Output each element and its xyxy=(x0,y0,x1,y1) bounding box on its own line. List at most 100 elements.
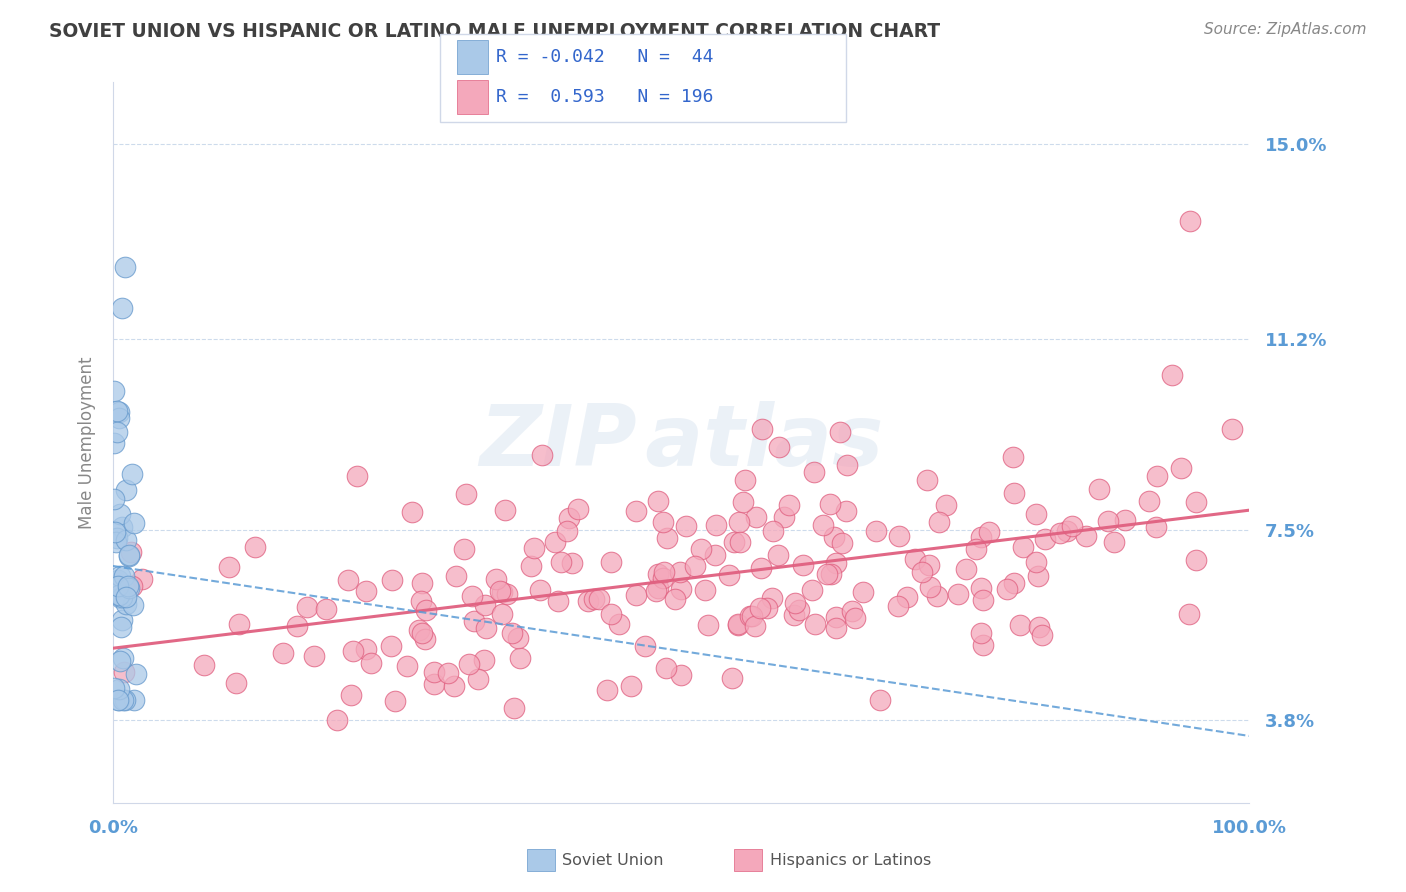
Point xyxy=(620,679,643,693)
Point xyxy=(193,658,215,673)
Point xyxy=(456,487,478,501)
Point xyxy=(508,632,530,646)
Point xyxy=(108,410,131,425)
Point xyxy=(105,425,128,440)
Point xyxy=(1088,483,1111,497)
Point xyxy=(624,503,647,517)
Point xyxy=(695,582,717,597)
Point xyxy=(935,498,957,512)
Point xyxy=(302,648,325,663)
Point xyxy=(411,626,433,640)
Point xyxy=(245,540,267,554)
Point xyxy=(703,549,725,563)
Point xyxy=(717,568,740,582)
Point xyxy=(415,603,437,617)
Point xyxy=(491,585,513,599)
Point xyxy=(599,607,621,621)
Point xyxy=(728,535,751,549)
Point xyxy=(121,579,143,593)
Point xyxy=(547,594,569,608)
Point xyxy=(1060,519,1083,533)
Point xyxy=(669,582,692,596)
Point xyxy=(778,498,800,512)
Point xyxy=(111,301,134,316)
Point xyxy=(107,573,129,587)
Point xyxy=(342,644,364,658)
Point xyxy=(761,591,783,606)
Text: Source: ZipAtlas.com: Source: ZipAtlas.com xyxy=(1204,22,1367,37)
Point xyxy=(904,551,927,566)
Point xyxy=(683,559,706,574)
Point xyxy=(1178,607,1201,621)
Point xyxy=(1033,533,1056,547)
Point xyxy=(647,567,669,582)
Point xyxy=(494,502,516,516)
Point xyxy=(841,604,863,618)
Point xyxy=(111,613,134,627)
Point xyxy=(783,596,806,610)
Point xyxy=(787,603,810,617)
Point xyxy=(744,619,766,633)
Point xyxy=(995,582,1018,596)
Point xyxy=(723,534,745,549)
Point xyxy=(337,573,360,587)
Point xyxy=(1002,486,1025,500)
Point xyxy=(408,624,430,638)
Point xyxy=(1220,422,1243,436)
Point xyxy=(218,559,240,574)
Point xyxy=(489,584,512,599)
Point xyxy=(721,672,744,686)
Point xyxy=(550,555,572,569)
Point xyxy=(824,621,846,635)
Point xyxy=(122,516,145,531)
Point xyxy=(110,568,132,582)
Point xyxy=(599,555,621,569)
Point xyxy=(114,597,136,611)
Point xyxy=(669,667,692,681)
Point xyxy=(766,549,789,563)
Point xyxy=(655,531,678,545)
Point xyxy=(582,591,605,606)
Point xyxy=(118,549,141,563)
Point xyxy=(727,616,749,631)
Point xyxy=(773,509,796,524)
Point xyxy=(970,581,993,595)
Point xyxy=(834,503,856,517)
Point xyxy=(1170,461,1192,475)
Point xyxy=(530,449,553,463)
Point xyxy=(475,621,498,635)
Point xyxy=(1012,540,1035,554)
Point xyxy=(818,497,841,511)
Point xyxy=(825,556,848,570)
Point xyxy=(315,602,337,616)
Point xyxy=(887,529,910,543)
Point xyxy=(1146,469,1168,483)
Point xyxy=(1184,495,1206,509)
Point xyxy=(844,611,866,625)
Point xyxy=(751,422,773,436)
Point xyxy=(1025,507,1047,521)
Point xyxy=(112,650,135,665)
Point xyxy=(107,579,129,593)
Point xyxy=(108,681,131,696)
Point xyxy=(1137,494,1160,508)
Y-axis label: Male Unemployment: Male Unemployment xyxy=(79,356,96,529)
Point xyxy=(105,531,128,545)
Point xyxy=(271,646,294,660)
Point xyxy=(104,534,127,549)
Point xyxy=(496,587,519,601)
Point xyxy=(1185,553,1208,567)
Point xyxy=(1001,450,1024,465)
Text: R = -0.042   N =  44: R = -0.042 N = 44 xyxy=(496,48,714,66)
Point xyxy=(704,517,727,532)
Point xyxy=(647,581,669,595)
Point xyxy=(831,535,853,549)
Point xyxy=(117,579,139,593)
Point xyxy=(970,530,993,544)
Point xyxy=(354,584,377,599)
Point xyxy=(655,661,678,675)
Point xyxy=(783,608,806,623)
Point xyxy=(820,566,842,581)
Point xyxy=(346,468,368,483)
Point xyxy=(928,515,950,529)
